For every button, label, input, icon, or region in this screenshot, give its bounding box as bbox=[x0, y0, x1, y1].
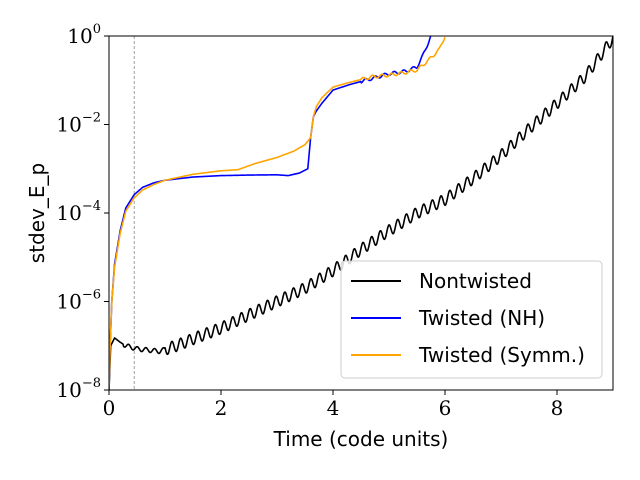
y-axis: 10−8 10−6 10−4 10−2 100 bbox=[56, 22, 109, 402]
series-line-2 bbox=[109, 36, 446, 390]
legend-box bbox=[340, 260, 603, 379]
legend-label: Twisted (NH) bbox=[418, 306, 545, 330]
x-axis-label: Time (code units) bbox=[273, 427, 449, 451]
y-tick-label: 10−6 bbox=[56, 288, 101, 314]
legend: Nontwisted Twisted (NH) Twisted (Symm.) bbox=[340, 260, 603, 379]
legend-label: Nontwisted bbox=[419, 269, 532, 293]
legend-label: Twisted (Symm.) bbox=[418, 343, 585, 367]
y-axis-label: stdev_E_p bbox=[25, 163, 49, 263]
y-tick-label: 10−2 bbox=[56, 111, 101, 137]
series-line-0 bbox=[109, 36, 613, 390]
y-tick-label: 10−8 bbox=[56, 376, 101, 402]
x-tick-label: 2 bbox=[215, 396, 228, 420]
x-tick-label: 0 bbox=[103, 396, 116, 420]
series-layer bbox=[109, 36, 613, 390]
x-tick-label: 4 bbox=[327, 396, 340, 420]
x-axis: 0 2 4 6 8 bbox=[103, 390, 564, 420]
y-tick-label: 10−4 bbox=[56, 199, 101, 225]
x-tick-label: 8 bbox=[551, 396, 564, 420]
x-tick-label: 6 bbox=[439, 396, 452, 420]
y-tick-label: 100 bbox=[67, 22, 101, 48]
